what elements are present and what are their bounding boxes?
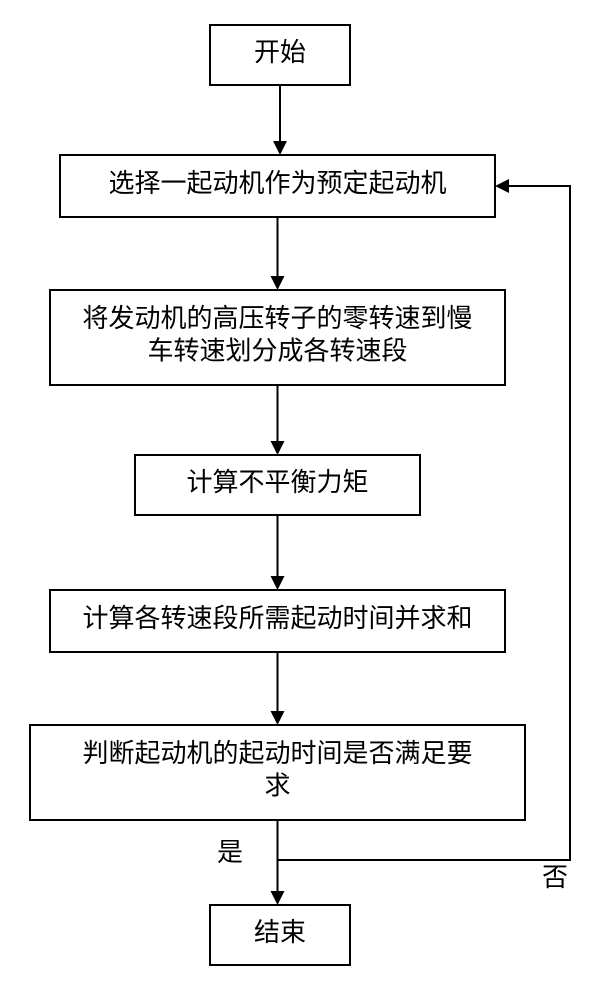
node-start-label: 开始 (254, 38, 306, 67)
node-divide-label: 将发动机的高压转子的零转速到慢 (82, 304, 472, 333)
edge-label-no: 否 (542, 863, 568, 892)
node-divide-label: 车转速划分成各转速段 (147, 337, 407, 366)
edge-label-yes: 是 (217, 838, 243, 867)
node-end-label: 结束 (254, 918, 306, 947)
node-calc2-label: 计算各转速段所需起动时间并求和 (82, 604, 472, 633)
node-judge-label: 求 (264, 772, 290, 801)
node-calc1-label: 计算不平衡力矩 (186, 468, 368, 497)
node-judge-label: 判断起动机的起动时间是否满足要 (82, 739, 472, 768)
node-select-label: 选择一起动机作为预定起动机 (108, 169, 446, 198)
flowchart: 是否 开始选择一起动机作为预定起动机将发动机的高压转子的零转速到慢车转速划分成各转… (0, 0, 609, 1000)
